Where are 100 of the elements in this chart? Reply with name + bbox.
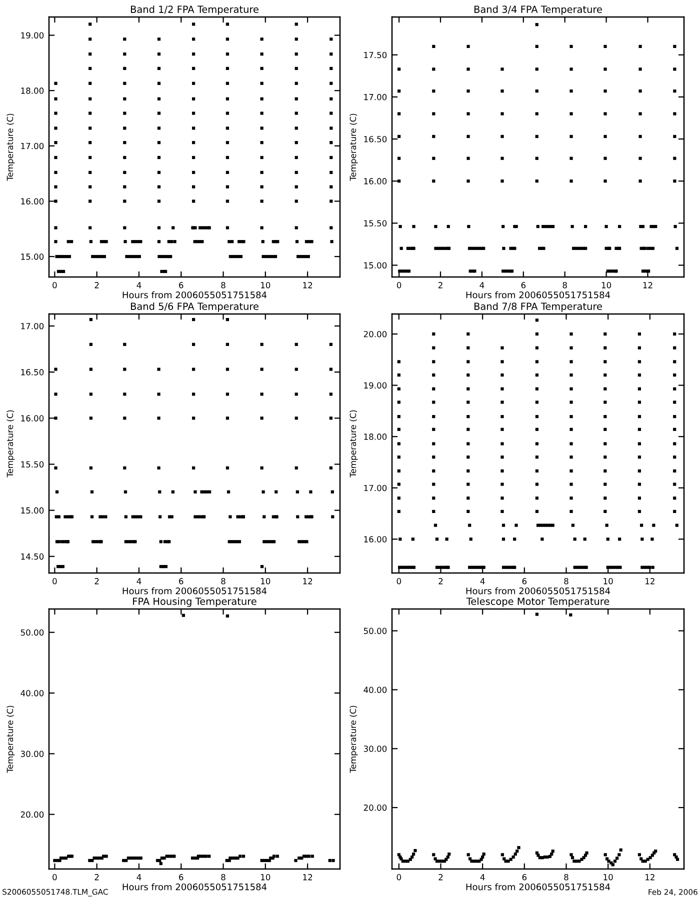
point bbox=[638, 400, 641, 404]
x-axis-title: Hours from 2006055051751584 bbox=[466, 883, 610, 890]
point bbox=[330, 126, 333, 130]
point bbox=[192, 318, 196, 322]
point bbox=[54, 392, 58, 396]
point bbox=[570, 156, 573, 160]
x-tick-label: 12 bbox=[303, 874, 312, 880]
point bbox=[397, 387, 400, 390]
point bbox=[57, 515, 60, 518]
point bbox=[432, 442, 436, 446]
point bbox=[675, 246, 679, 250]
point bbox=[638, 180, 642, 183]
point bbox=[198, 515, 202, 518]
point bbox=[673, 89, 676, 93]
x-tick-label: 12 bbox=[303, 282, 312, 288]
point bbox=[294, 126, 298, 130]
x-tick-label: 10 bbox=[604, 578, 613, 584]
y-tick-label: 20.00 bbox=[364, 804, 387, 811]
point bbox=[157, 170, 161, 174]
point bbox=[157, 226, 161, 230]
point bbox=[466, 400, 470, 404]
point bbox=[604, 224, 608, 228]
point bbox=[570, 387, 573, 390]
point bbox=[260, 200, 264, 203]
point bbox=[466, 456, 470, 459]
point bbox=[604, 482, 607, 486]
point bbox=[196, 515, 200, 518]
point bbox=[535, 442, 539, 446]
point bbox=[570, 400, 573, 404]
y-tick-label: 14.50 bbox=[21, 553, 44, 560]
point bbox=[330, 240, 334, 244]
point bbox=[330, 226, 333, 230]
point bbox=[55, 490, 59, 494]
point bbox=[535, 400, 539, 404]
point bbox=[330, 82, 333, 85]
point bbox=[226, 38, 230, 41]
point bbox=[535, 180, 538, 183]
point bbox=[89, 416, 92, 420]
point bbox=[618, 538, 622, 541]
point bbox=[329, 416, 332, 420]
point bbox=[90, 490, 94, 494]
point bbox=[432, 156, 436, 160]
point bbox=[570, 456, 573, 459]
point bbox=[535, 23, 538, 26]
x-tick-label: 10 bbox=[602, 282, 612, 288]
point bbox=[54, 141, 58, 144]
x-tick-label: 10 bbox=[261, 874, 270, 880]
point bbox=[88, 82, 92, 85]
point bbox=[397, 89, 401, 93]
point bbox=[192, 52, 196, 56]
point bbox=[500, 112, 504, 116]
point bbox=[500, 360, 504, 364]
point bbox=[260, 97, 264, 100]
point bbox=[123, 416, 126, 420]
point bbox=[551, 224, 555, 228]
point bbox=[466, 346, 470, 350]
point bbox=[604, 442, 607, 446]
point bbox=[652, 524, 656, 527]
point bbox=[260, 156, 264, 160]
point bbox=[274, 490, 278, 494]
x-tick-label: 0 bbox=[396, 578, 401, 584]
point bbox=[466, 360, 470, 364]
point bbox=[638, 346, 641, 350]
point bbox=[226, 141, 230, 144]
point bbox=[262, 515, 266, 518]
point bbox=[123, 368, 126, 371]
point bbox=[514, 524, 518, 527]
point bbox=[88, 185, 92, 188]
point bbox=[157, 38, 161, 41]
point bbox=[673, 469, 676, 472]
x-tick-label: 2 bbox=[94, 874, 99, 880]
point bbox=[194, 490, 197, 494]
point bbox=[570, 496, 573, 500]
point bbox=[638, 442, 641, 446]
point bbox=[500, 346, 504, 350]
y-tick-label: 20.00 bbox=[20, 811, 44, 818]
point bbox=[397, 156, 401, 160]
x-tick-label: 10 bbox=[261, 578, 270, 584]
point bbox=[88, 97, 92, 100]
point bbox=[432, 510, 436, 514]
point bbox=[192, 141, 196, 144]
y-tick-label: 17.00 bbox=[364, 94, 387, 100]
point bbox=[329, 392, 332, 396]
point bbox=[570, 469, 573, 472]
point bbox=[412, 224, 416, 228]
point bbox=[274, 254, 278, 258]
point bbox=[260, 170, 264, 174]
point bbox=[535, 89, 538, 93]
point bbox=[500, 180, 504, 183]
point bbox=[89, 368, 92, 371]
point bbox=[434, 224, 438, 228]
point bbox=[604, 44, 607, 48]
point bbox=[618, 566, 622, 569]
point bbox=[157, 392, 160, 396]
x-tick-label: 12 bbox=[303, 578, 312, 584]
x-tick-label: 12 bbox=[646, 578, 654, 584]
point bbox=[192, 97, 196, 100]
point bbox=[192, 126, 196, 130]
point bbox=[535, 415, 539, 418]
point bbox=[654, 224, 658, 228]
